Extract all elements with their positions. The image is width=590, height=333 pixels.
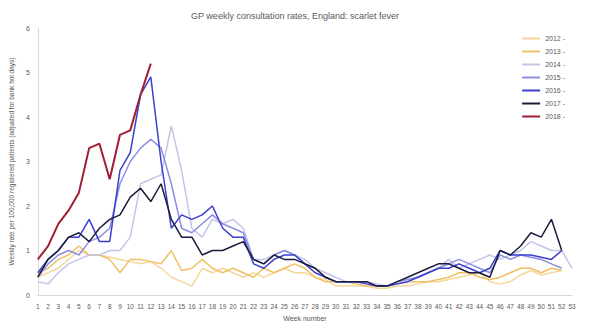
svg-text:41: 41 <box>445 303 453 310</box>
svg-text:2018 -: 2018 - <box>545 113 566 120</box>
svg-text:29: 29 <box>322 303 330 310</box>
svg-text:47: 47 <box>507 303 515 310</box>
svg-text:10: 10 <box>127 303 135 310</box>
svg-text:20: 20 <box>229 303 237 310</box>
svg-text:31: 31 <box>342 303 350 310</box>
svg-text:28: 28 <box>312 303 320 310</box>
svg-text:15: 15 <box>178 303 186 310</box>
svg-text:2013 -: 2013 - <box>545 48 566 55</box>
svg-text:2015 -: 2015 - <box>545 74 566 81</box>
svg-text:13: 13 <box>157 303 165 310</box>
svg-text:51: 51 <box>548 303 556 310</box>
svg-text:0: 0 <box>26 292 30 299</box>
svg-text:16: 16 <box>188 303 196 310</box>
svg-text:2017 -: 2017 - <box>545 100 566 107</box>
svg-text:22: 22 <box>250 303 258 310</box>
svg-text:25: 25 <box>281 303 289 310</box>
svg-text:2016 -: 2016 - <box>545 87 566 94</box>
svg-text:42: 42 <box>455 303 463 310</box>
svg-text:50: 50 <box>538 303 546 310</box>
svg-text:52: 52 <box>558 303 566 310</box>
svg-text:2: 2 <box>46 303 50 310</box>
svg-text:12: 12 <box>147 303 155 310</box>
svg-text:36: 36 <box>394 303 402 310</box>
svg-text:21: 21 <box>240 303 248 310</box>
svg-text:4: 4 <box>67 303 71 310</box>
svg-text:GP weekly consultation rates,: GP weekly consultation rates, England: s… <box>191 11 399 21</box>
svg-text:Week number: Week number <box>283 315 327 322</box>
svg-text:24: 24 <box>270 303 278 310</box>
svg-text:34: 34 <box>373 303 381 310</box>
svg-text:2014 -: 2014 - <box>545 61 566 68</box>
svg-text:26: 26 <box>291 303 299 310</box>
svg-text:8: 8 <box>108 303 112 310</box>
svg-text:40: 40 <box>435 303 443 310</box>
svg-text:4: 4 <box>26 114 30 121</box>
svg-text:43: 43 <box>466 303 474 310</box>
svg-text:23: 23 <box>260 303 268 310</box>
svg-text:35: 35 <box>383 303 391 310</box>
svg-text:30: 30 <box>332 303 340 310</box>
svg-text:27: 27 <box>301 303 309 310</box>
svg-text:18: 18 <box>209 303 217 310</box>
svg-text:3: 3 <box>57 303 61 310</box>
svg-text:5: 5 <box>77 303 81 310</box>
svg-text:33: 33 <box>363 303 371 310</box>
svg-text:32: 32 <box>353 303 361 310</box>
svg-text:3: 3 <box>26 158 30 165</box>
svg-text:49: 49 <box>527 303 535 310</box>
svg-text:2012 -: 2012 - <box>545 35 566 42</box>
svg-text:9: 9 <box>118 303 122 310</box>
svg-text:1: 1 <box>36 303 40 310</box>
svg-text:39: 39 <box>425 303 433 310</box>
svg-text:6: 6 <box>26 25 30 32</box>
svg-text:17: 17 <box>199 303 207 310</box>
svg-text:Weekly rate per 100,000 regist: Weekly rate per 100,000 registered patie… <box>8 58 16 266</box>
svg-text:44: 44 <box>476 303 484 310</box>
svg-text:37: 37 <box>404 303 412 310</box>
svg-text:46: 46 <box>496 303 504 310</box>
svg-text:5: 5 <box>26 69 30 76</box>
svg-text:2: 2 <box>26 203 30 210</box>
svg-text:14: 14 <box>168 303 176 310</box>
svg-text:53: 53 <box>568 303 576 310</box>
svg-text:1: 1 <box>26 247 30 254</box>
svg-text:19: 19 <box>219 303 227 310</box>
svg-text:48: 48 <box>517 303 525 310</box>
svg-text:11: 11 <box>137 303 144 310</box>
svg-text:6: 6 <box>87 303 91 310</box>
svg-text:38: 38 <box>414 303 422 310</box>
svg-text:7: 7 <box>98 303 102 310</box>
svg-text:45: 45 <box>486 303 494 310</box>
